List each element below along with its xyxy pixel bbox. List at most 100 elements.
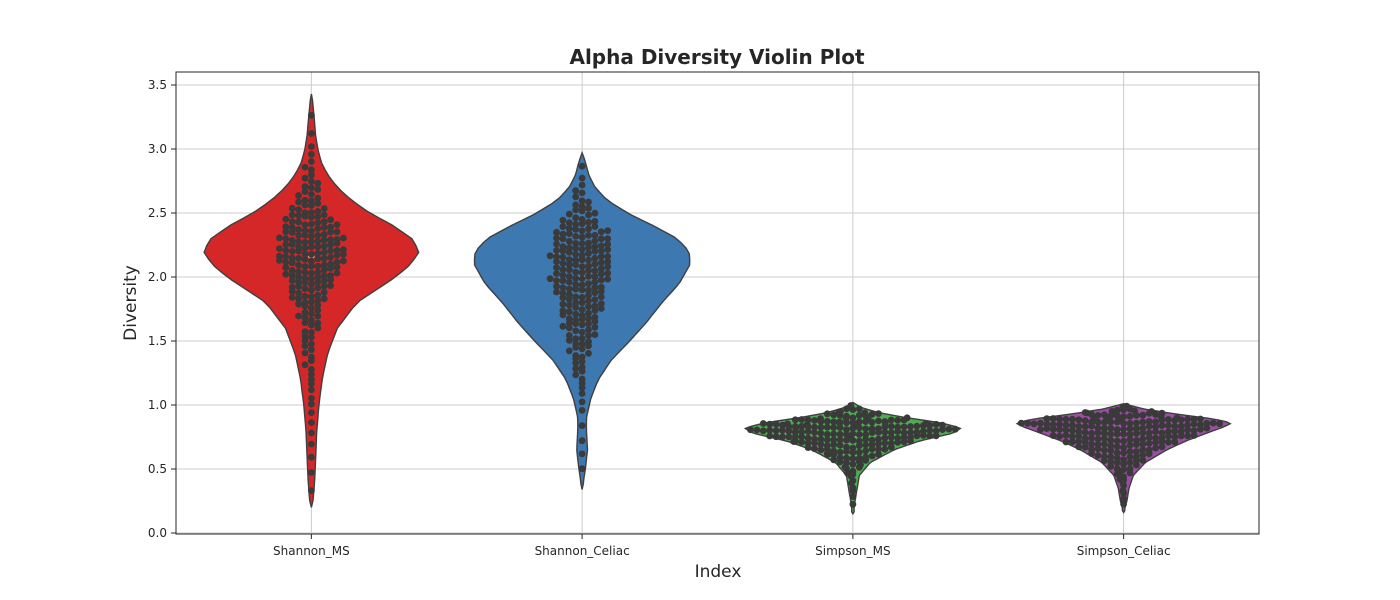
swarm-point bbox=[572, 371, 580, 379]
swarm-point bbox=[565, 219, 573, 227]
swarm-point bbox=[1126, 441, 1134, 449]
swarm-point bbox=[1113, 454, 1121, 462]
swarm-point bbox=[907, 437, 914, 445]
x-axis-label: Index bbox=[695, 562, 742, 582]
swarm-point bbox=[572, 281, 580, 288]
swarm-point bbox=[565, 301, 573, 309]
swarm-point bbox=[919, 432, 927, 439]
swarm-point bbox=[559, 271, 567, 279]
swarm-point bbox=[1094, 452, 1102, 459]
swarm-point bbox=[855, 411, 863, 419]
swarm-point bbox=[314, 250, 322, 257]
swarm-point bbox=[308, 298, 315, 306]
swarm-point bbox=[1075, 416, 1083, 424]
swarm-point bbox=[320, 266, 328, 274]
swarm-point bbox=[308, 213, 315, 221]
swarm-point bbox=[1190, 415, 1198, 423]
swarm-point bbox=[585, 249, 592, 257]
swarm-point bbox=[559, 300, 567, 308]
swarm-point bbox=[288, 204, 296, 212]
swarm-point bbox=[572, 299, 580, 306]
swarm-point bbox=[301, 263, 309, 270]
swarm-point bbox=[578, 281, 586, 289]
swarm-point bbox=[894, 428, 902, 435]
swarm-point bbox=[308, 429, 315, 437]
swarm-point bbox=[1069, 438, 1076, 446]
swarm-point bbox=[1126, 419, 1134, 427]
swarm-point bbox=[784, 420, 791, 428]
swarm-point bbox=[785, 433, 793, 441]
swarm-point bbox=[308, 171, 315, 179]
swarm-point bbox=[875, 417, 882, 425]
swarm-point bbox=[546, 275, 554, 283]
swarm-point bbox=[314, 194, 322, 202]
swarm-point bbox=[1133, 456, 1140, 464]
swarm-point bbox=[572, 344, 580, 351]
swarm-point bbox=[1030, 420, 1038, 428]
swarm-point bbox=[887, 433, 895, 441]
swarm-point bbox=[578, 294, 586, 301]
swarm-point bbox=[578, 299, 586, 306]
swarm-point bbox=[591, 231, 599, 239]
swarm-point bbox=[1126, 425, 1134, 433]
swarm-point bbox=[572, 304, 580, 311]
swarm-point bbox=[553, 264, 560, 271]
swarm-point bbox=[1094, 435, 1102, 443]
swarm-point bbox=[308, 150, 315, 158]
swarm-point bbox=[591, 254, 599, 262]
swarm-point bbox=[314, 273, 322, 281]
swarm-point bbox=[301, 255, 309, 263]
swarm-point bbox=[282, 264, 290, 271]
swarm-point bbox=[276, 257, 283, 264]
swarm-point bbox=[301, 163, 309, 171]
swarm-point bbox=[308, 243, 315, 251]
swarm-point bbox=[301, 269, 309, 276]
swarm-point bbox=[308, 453, 315, 461]
swarm-point bbox=[578, 345, 586, 353]
x-tick-label: Shannon_Celiac bbox=[535, 544, 630, 558]
swarm-point bbox=[849, 493, 857, 500]
swarm-point bbox=[1062, 416, 1070, 423]
swarm-point bbox=[932, 427, 940, 435]
swarm-point bbox=[308, 143, 315, 151]
swarm-point bbox=[913, 422, 921, 430]
swarm-point bbox=[308, 191, 315, 198]
swarm-point bbox=[295, 312, 302, 320]
swarm-point bbox=[1119, 479, 1127, 486]
swarm-point bbox=[559, 223, 567, 231]
swarm-point bbox=[922, 420, 930, 428]
swarm-point bbox=[288, 259, 296, 267]
swarm-point bbox=[308, 321, 315, 329]
swarm-point bbox=[1126, 453, 1134, 461]
swarm-point bbox=[887, 416, 895, 424]
swarm-point bbox=[340, 257, 347, 265]
swarm-point bbox=[559, 277, 567, 285]
swarm-point bbox=[308, 269, 315, 277]
swarm-point bbox=[591, 273, 599, 281]
swarm-point bbox=[849, 449, 857, 456]
swarm-point bbox=[565, 256, 573, 264]
swarm-point bbox=[546, 252, 554, 260]
swarm-point bbox=[314, 279, 322, 286]
swarm-point bbox=[565, 248, 573, 256]
swarm-point bbox=[855, 442, 863, 450]
swarm-point bbox=[282, 258, 290, 266]
swarm-point bbox=[559, 294, 567, 302]
swarm-point bbox=[585, 267, 592, 274]
swarm-point bbox=[327, 223, 334, 231]
swarm-point bbox=[835, 418, 843, 426]
swarm-point bbox=[875, 429, 882, 436]
swarm-point bbox=[1037, 419, 1044, 427]
swarm-point bbox=[604, 258, 612, 265]
swarm-point bbox=[301, 342, 309, 350]
swarm-point bbox=[1094, 429, 1102, 437]
swarm-point bbox=[894, 439, 902, 446]
swarm-point bbox=[308, 469, 315, 476]
y-tick-label: 1.5 bbox=[148, 334, 167, 348]
swarm-point bbox=[559, 230, 567, 238]
swarm-point bbox=[585, 332, 592, 339]
swarm-point bbox=[295, 255, 302, 262]
swarm-point bbox=[849, 460, 857, 468]
swarm-point bbox=[308, 262, 315, 270]
